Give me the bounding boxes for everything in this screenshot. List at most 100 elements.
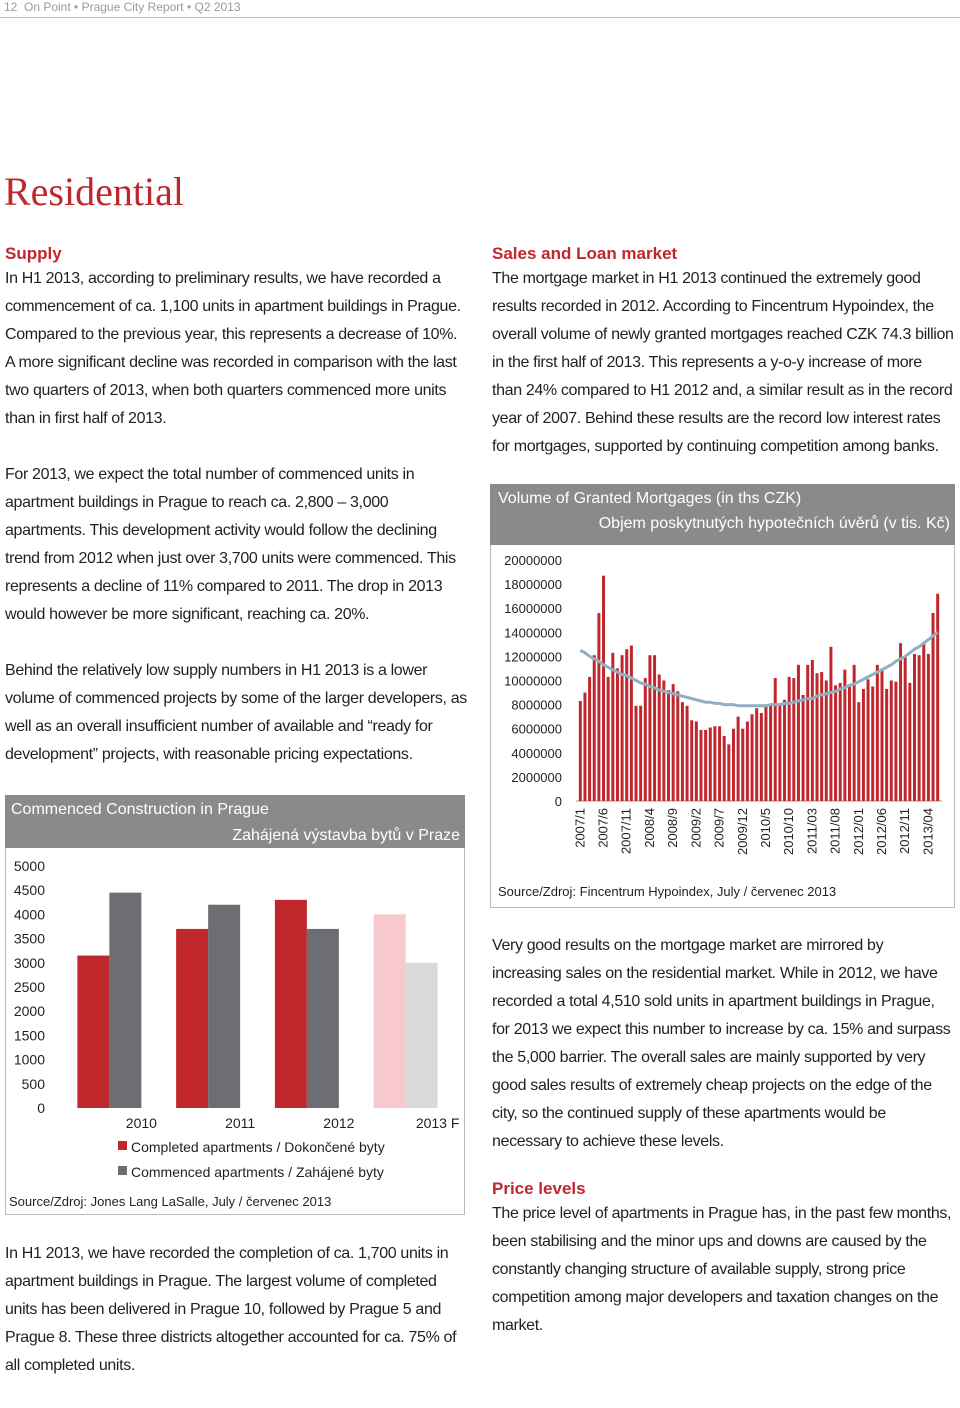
- bar: [755, 708, 759, 801]
- y-tick-label: 8000000: [511, 698, 562, 713]
- section-title: Residential: [4, 169, 184, 214]
- y-tick-label: 14000000: [504, 625, 562, 640]
- paragraph: The price level of apartments in Prague …: [492, 1205, 952, 1334]
- bar: [885, 688, 889, 801]
- right-column: Sales and Loan market The mortgage marke…: [492, 243, 954, 489]
- left-column: Supply In H1 2013, according to prelimin…: [5, 243, 467, 797]
- y-tick-label: 5000: [14, 858, 45, 874]
- chart-subtitle: Objem poskytnutých hypotečních úvěrů (v …: [599, 514, 950, 532]
- bar: [373, 914, 406, 1108]
- paragraph: Very good results on the mortgage market…: [492, 937, 951, 1150]
- bar: [685, 705, 689, 801]
- bar: [899, 643, 903, 801]
- paragraph: In H1 2013, we have recorded the complet…: [5, 1245, 457, 1374]
- bar: [625, 649, 629, 801]
- bar: [736, 716, 740, 801]
- bar: [583, 692, 587, 801]
- bar: [592, 655, 596, 801]
- bar: [606, 676, 610, 801]
- y-tick-label: 2500: [14, 979, 45, 995]
- x-tick-label: 2013/04: [920, 808, 935, 855]
- bar: [820, 672, 824, 801]
- bar: [848, 685, 851, 801]
- bar: [176, 928, 209, 1108]
- bar: [834, 685, 838, 801]
- x-tick-label: 2012/11: [897, 808, 912, 854]
- x-tick-label: 2011: [225, 1115, 255, 1131]
- bar: [667, 690, 670, 801]
- x-tick-label: 2008/9: [665, 808, 680, 848]
- bar: [931, 613, 935, 801]
- chart-source: Source/Zdroj: Jones Lang LaSalle, July /…: [9, 1194, 331, 1209]
- chart: Commenced Construction in Prague Zahájen…: [5, 795, 465, 1215]
- bar: [653, 655, 657, 801]
- paragraph: For 2013, we expect the total number of …: [5, 466, 456, 623]
- bar: [815, 673, 819, 801]
- chart-header: [490, 484, 955, 545]
- right-column-lower: Very good results on the mortgage market…: [492, 932, 954, 1368]
- bar: [759, 713, 763, 801]
- bar: [852, 664, 856, 801]
- bar: [871, 686, 875, 801]
- legend-label: Completed apartments / Dokončené byty: [131, 1139, 385, 1155]
- bar: [741, 728, 745, 801]
- bar: [922, 643, 926, 801]
- bar: [796, 664, 800, 801]
- bar: [602, 575, 606, 801]
- chart-title: Volume of Granted Mortgages (in ths CZK): [498, 490, 801, 507]
- y-tick-label: 500: [22, 1076, 46, 1092]
- page: Residential { "header": {"page_number": …: [0, 0, 960, 1374]
- bar: [936, 593, 940, 801]
- legend-label: Commenced apartments / Zahájené byty: [131, 1164, 384, 1180]
- bar: [77, 955, 110, 1108]
- paragraph: Behind the relatively low supply numbers…: [5, 662, 467, 763]
- bar: [889, 680, 893, 801]
- bar: [611, 652, 615, 801]
- y-tick-label: 12000000: [504, 649, 562, 664]
- chart: Volume of Granted Mortgages (in ths CZK)…: [490, 484, 955, 908]
- chart-title: Commenced Construction in Prague: [11, 801, 269, 818]
- x-tick-label: 2013 F: [416, 1115, 460, 1131]
- y-tick-label: 0: [555, 794, 562, 809]
- bar: [750, 714, 754, 801]
- bar: [694, 721, 698, 801]
- bar: [671, 684, 675, 801]
- bar: [745, 721, 749, 801]
- bar: [875, 664, 879, 801]
- bar: [676, 691, 680, 801]
- x-tick-label: 2009/2: [688, 808, 703, 848]
- trend-line: [579, 631, 939, 708]
- bar: [778, 704, 782, 801]
- y-tick-label: 4500: [14, 882, 45, 898]
- bar: [718, 726, 722, 801]
- bar: [810, 660, 814, 801]
- bar: [722, 735, 726, 801]
- bar: [801, 694, 805, 801]
- y-tick-label: 1500: [14, 1027, 45, 1043]
- bar: [690, 720, 694, 801]
- bar: [208, 904, 241, 1108]
- bar: [405, 962, 438, 1108]
- bar: [588, 676, 592, 801]
- heading: Price levels: [492, 1179, 586, 1198]
- bar: [926, 653, 930, 801]
- bar: [708, 727, 712, 801]
- y-tick-label: 2000: [14, 1003, 45, 1019]
- y-tick-label: 18000000: [504, 577, 562, 592]
- bar: [806, 664, 810, 801]
- y-tick-label: 6000000: [511, 722, 562, 737]
- bar: [727, 744, 731, 801]
- bar: [783, 699, 787, 801]
- x-tick-label: 2011/03: [804, 808, 819, 854]
- heading: Supply: [5, 244, 62, 263]
- running-title: On Point • Prague City Report • Q2 2013: [24, 0, 241, 14]
- chart-source: Source/Zdroj: Fincentrum Hypoindex, July…: [498, 884, 836, 899]
- bar: [699, 729, 703, 801]
- x-tick-label: 2010/5: [758, 808, 773, 848]
- bar: [843, 669, 847, 801]
- bar: [857, 702, 861, 801]
- y-tick-label: 3500: [14, 931, 45, 947]
- bar: [597, 613, 601, 801]
- bar: [903, 657, 907, 801]
- bar: [912, 653, 916, 801]
